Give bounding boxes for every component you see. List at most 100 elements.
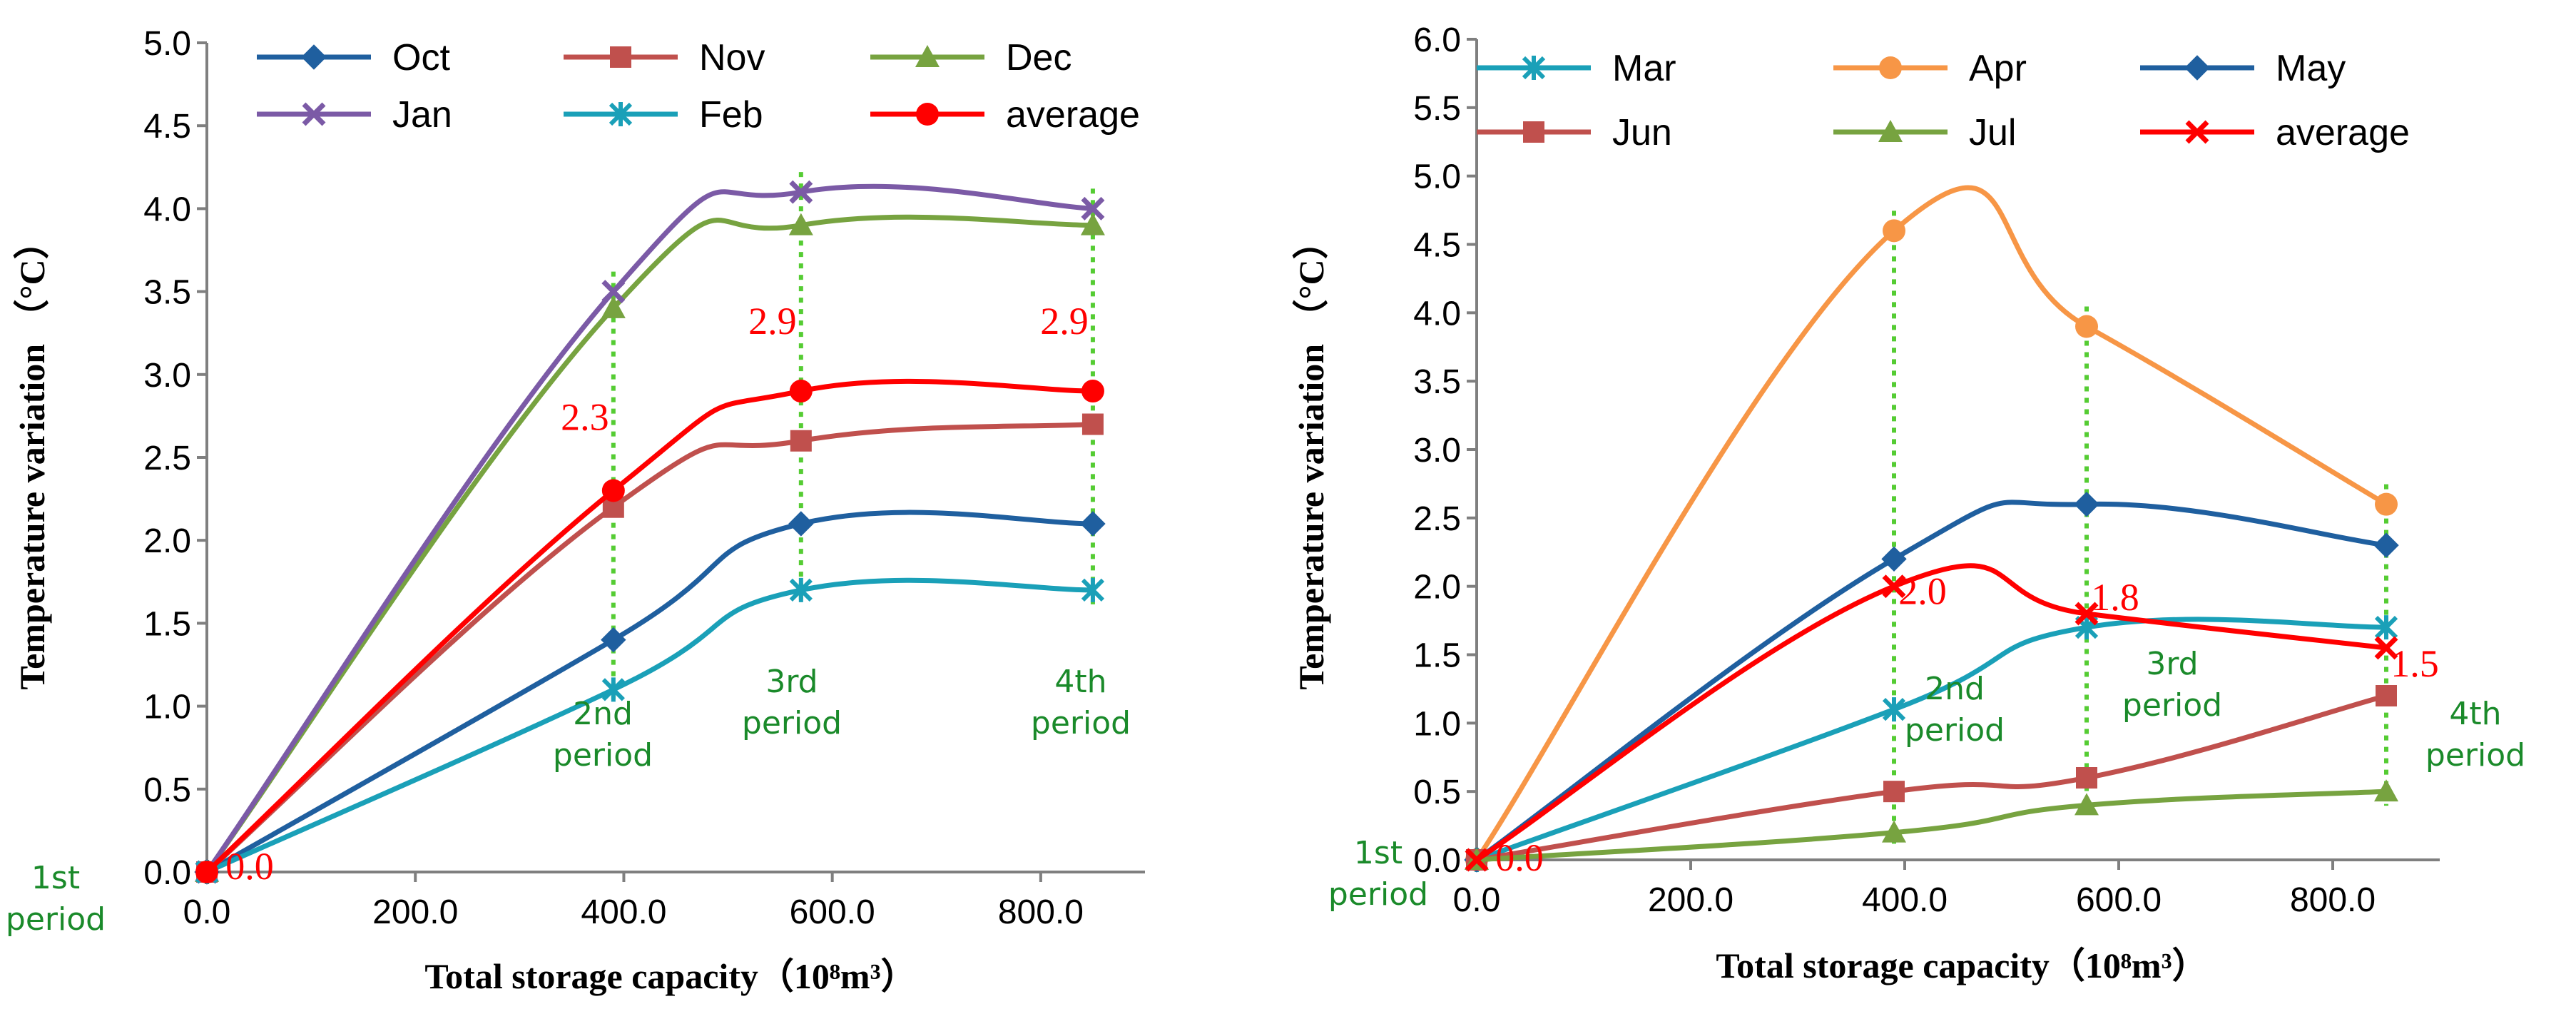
y-tick-label: 3.0 bbox=[1413, 432, 1461, 470]
data-point-average bbox=[2074, 602, 2099, 626]
data-label: 1.5 bbox=[2391, 642, 2439, 685]
data-point-average bbox=[789, 380, 813, 403]
series-line-Nov bbox=[204, 422, 1096, 875]
legend-swatch-marker bbox=[1879, 56, 1902, 79]
period-label: period bbox=[2425, 737, 2525, 774]
legend-entry-Dec: Dec bbox=[870, 37, 1071, 78]
data-point-May bbox=[2074, 491, 2099, 517]
legend-label: Jun bbox=[1612, 112, 1672, 153]
legend-entry-Jan: Jan bbox=[257, 94, 452, 136]
series-line-Dec bbox=[204, 214, 1096, 875]
legend-label: Feb bbox=[699, 94, 763, 136]
x-tick-label: 800.0 bbox=[998, 893, 1084, 931]
period-label: 2nd bbox=[573, 696, 633, 732]
data-point-Dec bbox=[1080, 213, 1105, 235]
y-tick-label: 1.0 bbox=[143, 689, 191, 726]
data-point-Apr bbox=[2075, 315, 2098, 338]
data-point-Mar bbox=[2374, 615, 2398, 640]
y-axis-title: Temperature variation （°C） bbox=[1291, 223, 1331, 689]
data-label: 2.0 bbox=[1898, 570, 1947, 613]
legend-label: Apr bbox=[1969, 48, 2027, 89]
series-line-Jun bbox=[1474, 693, 2389, 863]
data-point-average bbox=[195, 861, 218, 883]
data-label: 2.9 bbox=[748, 300, 797, 343]
period-label: period bbox=[2122, 687, 2222, 724]
x-tick-label: 600.0 bbox=[790, 893, 875, 931]
legend-label: Mar bbox=[1612, 48, 1676, 89]
legend-swatch-marker bbox=[1878, 120, 1903, 142]
legend-swatch-marker bbox=[610, 46, 631, 68]
series-line-Jan bbox=[204, 183, 1096, 875]
y-tick-label: 3.0 bbox=[143, 357, 191, 395]
legend-swatch-marker bbox=[301, 44, 327, 70]
y-tick-label: 2.5 bbox=[143, 440, 191, 477]
data-point-Nov bbox=[1081, 413, 1104, 435]
series-line-Mar bbox=[1474, 617, 2389, 863]
y-axis-title: Temperature variation （°C） bbox=[12, 223, 52, 689]
legend-label: average bbox=[2276, 112, 2410, 153]
legend-swatch-marker bbox=[2184, 55, 2210, 81]
legend-label: Nov bbox=[699, 37, 765, 78]
x-tick-label: 400.0 bbox=[581, 893, 666, 931]
legend-label: Jul bbox=[1969, 112, 2016, 153]
data-point-average bbox=[1882, 574, 1906, 599]
data-point-Oct bbox=[1080, 511, 1106, 537]
data-label: 2.3 bbox=[561, 395, 609, 438]
series-line-Apr bbox=[1474, 185, 2389, 863]
data-point-Mar bbox=[1882, 697, 1906, 722]
y-tick-label: 4.5 bbox=[143, 108, 191, 146]
series-line-average bbox=[1474, 563, 2389, 863]
chart-panel-1: 0.0 0.5 1.0 1.5 2.0 2.5 3.0 3.5 4.0 4.5 5.0 5.5 6.0 0… bbox=[1291, 21, 2525, 985]
legend-swatch-marker bbox=[1523, 121, 1544, 143]
y-tick-label: 0.0 bbox=[143, 854, 191, 892]
period-label: 3rd bbox=[765, 664, 818, 700]
legend-label: Jan bbox=[392, 94, 452, 136]
period-label: period bbox=[742, 705, 842, 741]
chart-panel-0: 0.0 0.5 1.0 1.5 2.0 2.5 3.0 3.5 4.0 4.5 5.0 0.0 200.… bbox=[6, 25, 1145, 996]
data-point-Jan bbox=[601, 280, 626, 304]
x-axis-title: Total storage capacity（10⁸m³） bbox=[424, 956, 916, 996]
data-point-Dec bbox=[788, 213, 813, 235]
y-tick-label: 1.0 bbox=[1413, 705, 1461, 743]
period-label: 1st bbox=[1354, 835, 1402, 871]
data-point-Oct bbox=[601, 627, 626, 653]
data-point-average bbox=[2374, 636, 2398, 660]
x-tick-label: 600.0 bbox=[2076, 881, 2162, 919]
y-tick-label: 2.0 bbox=[1413, 569, 1461, 607]
legend-label: Dec bbox=[1006, 37, 1071, 78]
series-line-average bbox=[204, 378, 1096, 875]
data-point-Apr bbox=[2375, 492, 2398, 516]
data-point-average bbox=[601, 479, 625, 502]
x-tick-label: 800.0 bbox=[2290, 881, 2376, 919]
data-point-average bbox=[1465, 848, 1489, 872]
data-point-Apr bbox=[1883, 219, 1905, 243]
period-label: period bbox=[1905, 712, 2005, 749]
period-label: period bbox=[1328, 876, 1428, 913]
period-label: 1st bbox=[31, 860, 80, 896]
y-tick-label: 6.0 bbox=[1413, 21, 1461, 59]
legend-entry-May: May bbox=[2140, 48, 2346, 89]
data-point-Feb bbox=[601, 677, 625, 702]
legend-entry-average: average bbox=[2140, 112, 2410, 153]
legend-label: average bbox=[1006, 94, 1140, 136]
y-tick-label: 4.0 bbox=[143, 191, 191, 228]
y-tick-label: 1.5 bbox=[143, 605, 191, 643]
period-label: 4th bbox=[1054, 664, 1106, 700]
legend-entry-Feb: Feb bbox=[564, 94, 763, 136]
y-tick-label: 3.5 bbox=[1413, 363, 1461, 401]
legend-label: May bbox=[2276, 48, 2346, 89]
y-tick-label: 2.0 bbox=[143, 522, 191, 560]
data-label: 1.8 bbox=[2091, 576, 2139, 619]
data-point-Jun bbox=[1883, 781, 1905, 803]
data-label: 0.0 bbox=[225, 845, 274, 888]
data-point-Dec bbox=[601, 295, 626, 318]
data-point-Jan bbox=[1081, 196, 1105, 220]
period-label: 2nd bbox=[1925, 671, 1985, 707]
series-line-Feb bbox=[204, 577, 1096, 875]
y-tick-label: 4.5 bbox=[1413, 227, 1461, 265]
data-point-Jun bbox=[2076, 767, 2097, 789]
data-point-Jul bbox=[2374, 779, 2398, 802]
legend-entry-Jul: Jul bbox=[1833, 112, 2016, 153]
series-line-May bbox=[1474, 500, 2389, 863]
legend-entry-Apr: Apr bbox=[1833, 48, 2027, 89]
